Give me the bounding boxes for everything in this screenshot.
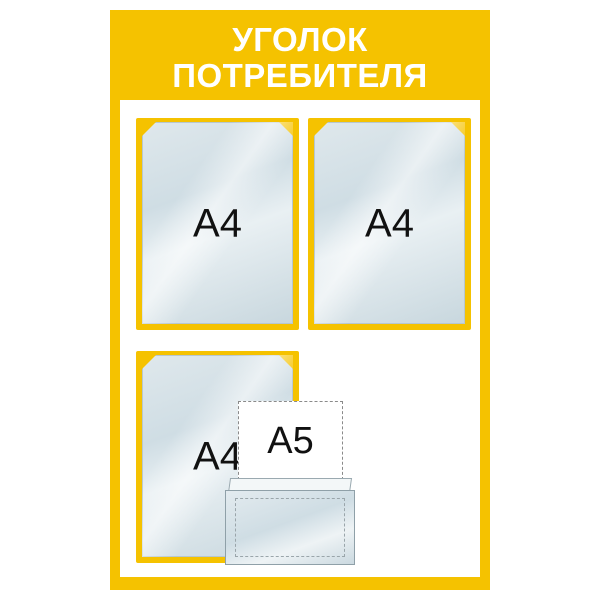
board-title-line-1: УГОЛОК	[232, 21, 368, 58]
a5-label: A5	[267, 420, 314, 462]
pocket-label: A4	[193, 434, 242, 479]
a5-pocket	[225, 478, 355, 565]
pocket-label: A4	[193, 201, 242, 246]
a4-pocket-top-right: A4	[308, 118, 471, 330]
a5-pocket-inner-outline	[235, 498, 345, 557]
pocket-label: A4	[365, 201, 414, 246]
board-title: УГОЛОК ПОТРЕБИТЕЛЯ	[110, 22, 490, 94]
board-title-line-2: ПОТРЕБИТЕЛЯ	[172, 57, 428, 94]
a5-pocket-front	[225, 490, 355, 565]
a4-pocket-top-left: A4	[136, 118, 299, 330]
